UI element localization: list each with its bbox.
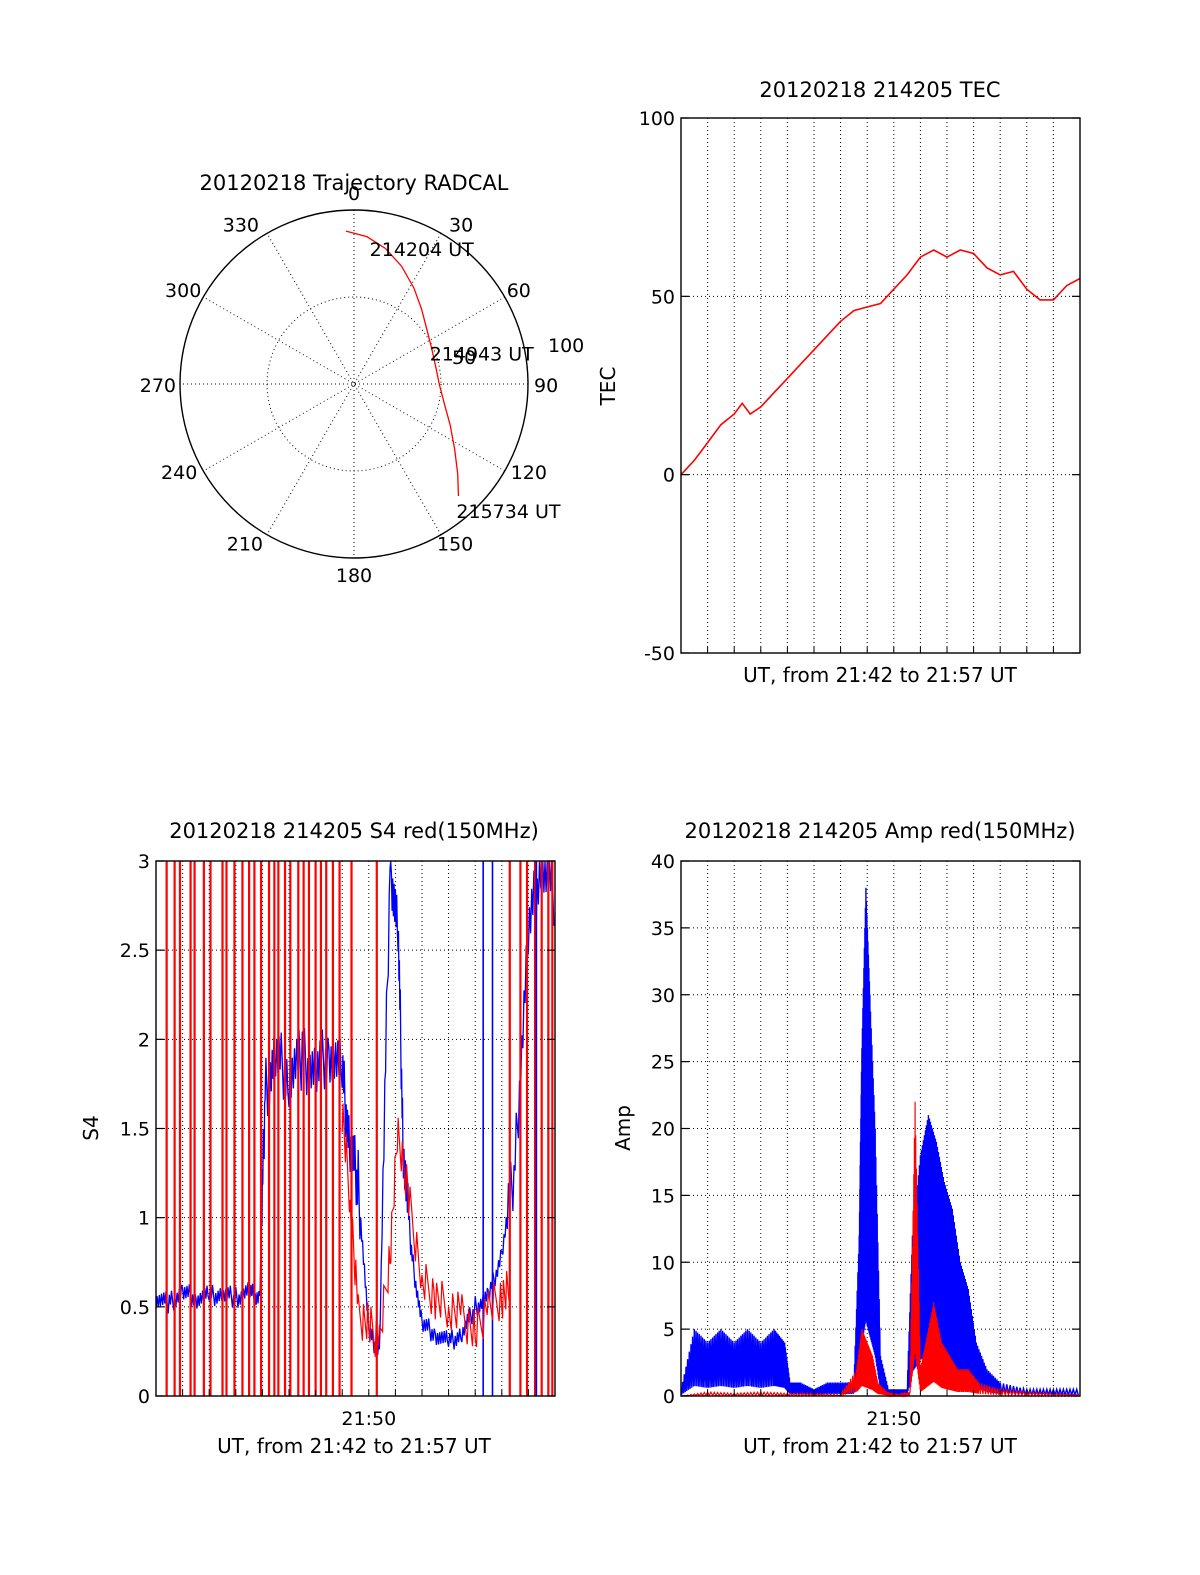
trajectory-annotations: 214204 UT 214943 UT 215734 UT <box>370 239 561 523</box>
polar-radius-label: 100 <box>548 335 584 357</box>
amp-panel: 20120218 214205 Amp red(150MHz) 40 35 30 25… <box>611 819 1081 1458</box>
polar-angle-label: 30 <box>449 214 473 236</box>
amp-y-label: Amp <box>611 1105 635 1151</box>
s4-y-label: S4 <box>79 1115 103 1140</box>
polar-grid <box>180 210 528 558</box>
tec-series <box>680 249 1081 476</box>
y-tick-label: -50 <box>644 643 675 665</box>
polar-outer-circle <box>179 209 529 559</box>
s4-plot-frame <box>155 860 556 1397</box>
trajectory-track <box>345 230 460 497</box>
tec-panel: 20120218 214205 TEC 100 50 0 -50 TEC UT, fr… <box>596 78 1081 687</box>
y-tick-label: 1.5 <box>120 1119 150 1141</box>
s4-x-tick-label: 21:50 <box>341 1408 396 1430</box>
polar-angle-label: 60 <box>507 280 531 302</box>
s4-title: 20120218 214205 S4 red(150MHz) <box>169 819 539 843</box>
polar-angle-label: 210 <box>227 534 263 556</box>
amp-title: 20120218 214205 Amp red(150MHz) <box>684 819 1075 843</box>
tec-line <box>680 249 1081 476</box>
y-tick-label: 0 <box>138 1386 150 1408</box>
tec-title: 20120218 214205 TEC <box>759 78 1000 102</box>
s4-x-label: UT, from 21:42 to 21:57 UT <box>217 1434 492 1458</box>
amp-grid <box>681 861 1080 1396</box>
s4-panel: 20120218 214205 S4 red(150MHz) 3 2.5 2 1.5 1… <box>79 819 556 1458</box>
polar-angle-label: 120 <box>511 462 547 484</box>
s4-blue-line <box>155 860 555 1355</box>
y-tick-label: 25 <box>651 1052 675 1074</box>
amp-y-ticks: 40 35 30 25 20 15 10 5 0 <box>651 851 1080 1408</box>
polar-angle-labels: 0 30 60 90 120 150 180 210 240 270 300 330 100 50 <box>140 183 585 587</box>
amp-plot-frame <box>680 860 1081 1397</box>
y-tick-label: 35 <box>651 918 675 940</box>
y-tick-label: 20 <box>651 1119 675 1141</box>
polar-angle-label: 270 <box>140 375 176 397</box>
amp-blue-line <box>680 887 1079 1398</box>
y-tick-label: 1 <box>138 1208 150 1230</box>
polar-angle-label: 150 <box>437 534 473 556</box>
s4-red-line <box>341 1103 510 1357</box>
y-tick-label: 2 <box>138 1029 150 1051</box>
y-tick-label: 30 <box>651 985 675 1007</box>
s4-grid <box>156 861 555 1396</box>
amp-series <box>680 887 1079 1398</box>
tec-y-ticks: 100 50 0 -50 <box>639 108 1080 665</box>
s4-y-ticks: 3 2.5 2 1.5 1 0.5 0 <box>120 851 555 1408</box>
polar-angle-label: 180 <box>336 565 372 587</box>
polar-radius-label-mid: 50 <box>452 347 476 369</box>
y-tick-label: 5 <box>663 1319 675 1341</box>
s4-series <box>155 860 555 1396</box>
trajectory-time-annotation: 214204 UT <box>370 239 474 261</box>
polar-angle-label: 330 <box>223 214 259 236</box>
y-tick-label: 3 <box>138 851 150 873</box>
trajectory-time-annotation: 214943 UT <box>430 344 534 366</box>
polar-angle-label: 90 <box>534 375 558 397</box>
y-tick-label: 0.5 <box>120 1297 150 1319</box>
trajectory-title: 20120218 Trajectory RADCAL <box>200 171 509 195</box>
polar-angle-label: 240 <box>161 462 197 484</box>
y-tick-label: 0 <box>663 1386 675 1408</box>
y-tick-label: 15 <box>651 1185 675 1207</box>
amp-red-line <box>681 1101 1079 1398</box>
polar-angle-label: 0 <box>348 183 360 205</box>
polar-ring <box>266 296 442 472</box>
tec-grid <box>681 118 1080 653</box>
y-tick-label: 50 <box>651 286 675 308</box>
trajectory-time-annotation: 215734 UT <box>456 501 560 523</box>
trajectory-panel: 20120218 Trajectory RADCAL 0 30 60 90 120 150… <box>140 171 585 587</box>
tec-plot-frame <box>680 117 1081 654</box>
y-tick-label: 10 <box>651 1252 675 1274</box>
y-tick-label: 2.5 <box>120 940 150 962</box>
amp-x-tick-label: 21:50 <box>866 1408 921 1430</box>
y-tick-label: 0 <box>663 465 675 487</box>
y-tick-label: 100 <box>639 108 675 130</box>
y-tick-label: 40 <box>651 851 675 873</box>
polar-angle-label: 300 <box>165 280 201 302</box>
tec-x-label: UT, from 21:42 to 21:57 UT <box>743 663 1018 687</box>
tec-y-label: TEC <box>596 367 620 407</box>
amp-x-label: UT, from 21:42 to 21:57 UT <box>743 1434 1018 1458</box>
